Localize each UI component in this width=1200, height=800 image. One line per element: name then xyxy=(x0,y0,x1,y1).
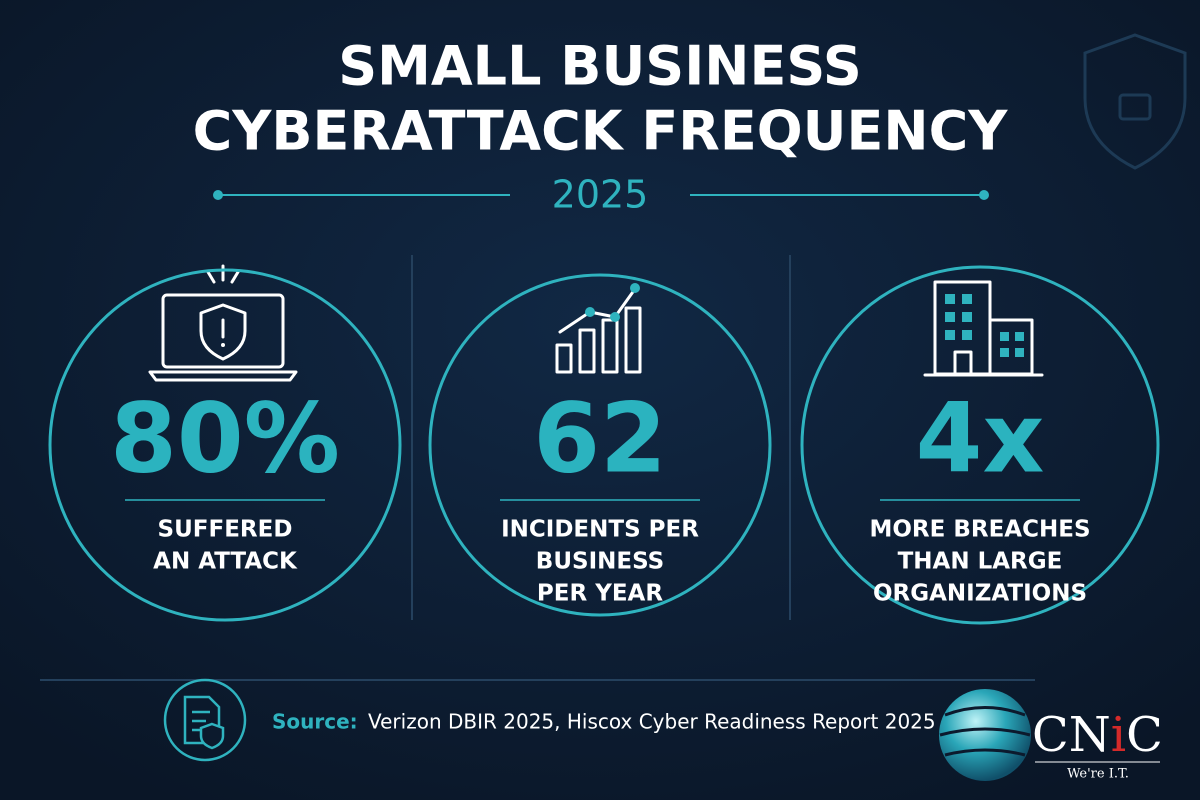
logo: CNiC We're I.T. xyxy=(939,689,1163,782)
stat-label: THAN LARGE xyxy=(898,549,1063,575)
document-icon xyxy=(163,678,247,762)
growth-chart-icon xyxy=(555,283,642,374)
stat-label: MORE BREACHES xyxy=(869,517,1090,543)
logo-part: CN xyxy=(1032,707,1111,763)
source-label: Source: xyxy=(272,710,358,734)
stat-label: AN ATTACK xyxy=(153,549,298,575)
stat-value: 80% xyxy=(110,382,340,494)
logo-name: CNiC xyxy=(1032,707,1163,763)
stat-circle xyxy=(48,268,402,622)
stat-value: 4x xyxy=(916,382,1045,494)
laptop-icon xyxy=(148,264,298,382)
lock-decoration xyxy=(1118,93,1152,121)
rule-dot xyxy=(213,190,223,200)
stat-label: BUSINESS xyxy=(536,549,664,575)
stat-label: ORGANIZATIONS xyxy=(873,581,1087,607)
stat-label: SUFFERED xyxy=(158,517,293,543)
title-line: CYBERATTACK FREQUENCY xyxy=(193,100,1009,163)
logo-part: i xyxy=(1111,707,1126,763)
shield-decoration xyxy=(1083,33,1187,170)
stats: 80% SUFFERED AN ATTACK 62 INCIDENTS PER BUSIN… xyxy=(48,265,1160,625)
stat-label: PER YEAR xyxy=(537,581,663,607)
logo-part: C xyxy=(1126,707,1163,763)
logo-tagline: We're I.T. xyxy=(1067,767,1129,782)
source-text: Verizon DBIR 2025, Hiscox Cyber Readines… xyxy=(368,710,936,734)
stat-value: 62 xyxy=(533,382,667,494)
year: 2025 xyxy=(552,173,649,217)
stat-circle xyxy=(428,273,772,617)
buildings-icon xyxy=(923,280,1044,377)
stat-label: INCIDENTS PER xyxy=(501,517,699,543)
logo-globe xyxy=(939,689,1031,781)
stat-circle xyxy=(800,265,1160,625)
rule-dot xyxy=(979,190,989,200)
title-line: SMALL BUSINESS xyxy=(338,35,861,98)
